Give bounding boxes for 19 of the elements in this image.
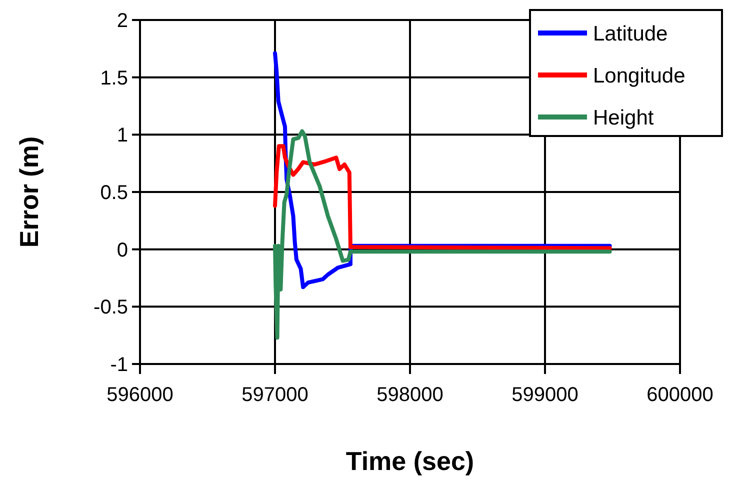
line-series — [273, 129, 612, 340]
y-tick-label: 1 — [116, 124, 128, 147]
x-tick-label: 597000 — [242, 384, 308, 406]
y-tick-label: 0.5 — [100, 182, 128, 204]
legend-label: Latitude — [593, 22, 668, 46]
y-tick-label: 0 — [116, 239, 128, 262]
legend-label: Longitude — [593, 64, 686, 88]
y-axis-title: Error (m) — [14, 136, 44, 248]
y-tick-label: -1 — [110, 354, 128, 376]
x-tick-label: 596000 — [106, 384, 174, 406]
y-tick-label: -0.5 — [94, 296, 128, 319]
legend-label: Height — [593, 106, 654, 130]
y-tick-label: 2 — [116, 10, 128, 32]
x-tick-label: 600000 — [646, 384, 714, 406]
y-tick-label: 1.5 — [100, 67, 128, 90]
x-tick-label: 599000 — [512, 384, 578, 406]
line-series — [273, 144, 612, 250]
x-tick-label: 598000 — [376, 384, 444, 406]
x-axis-title: Time (sec) — [346, 446, 474, 476]
